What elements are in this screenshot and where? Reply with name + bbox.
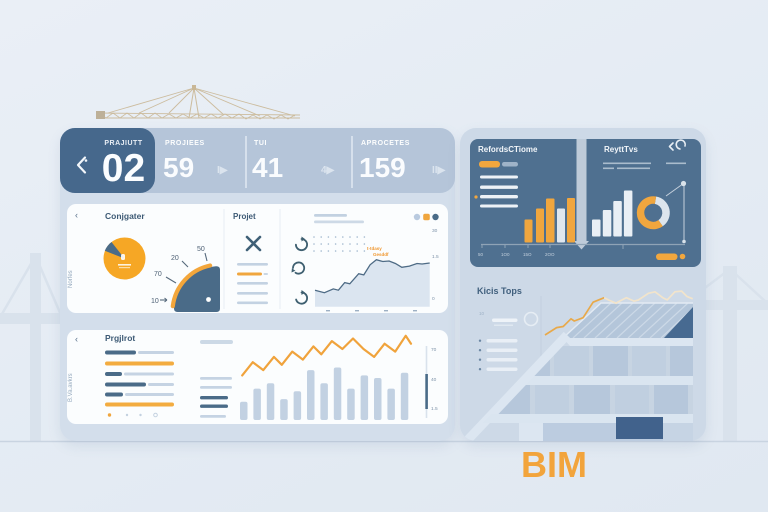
svg-text:RefordsCTiome: RefordsCTiome [478, 145, 538, 154]
svg-text:30: 30 [432, 228, 438, 234]
svg-text:1.5: 1.5 [431, 406, 438, 412]
svg-text:20: 20 [171, 255, 179, 262]
svg-text:40: 40 [431, 377, 437, 383]
svg-text:2OO: 2OO [545, 252, 555, 257]
svg-text:ReyttTvs: ReyttTvs [604, 145, 638, 154]
svg-text:10: 10 [479, 311, 485, 316]
svg-text:70: 70 [431, 347, 437, 353]
svg-text:Gesddf: Gesddf [373, 252, 389, 257]
svg-text:70: 70 [154, 271, 162, 278]
svg-text:50: 50 [197, 246, 205, 253]
svg-text:0: 0 [432, 296, 435, 302]
svg-text:t-tdasy: t-tdasy [367, 246, 382, 251]
svg-text:1.5: 1.5 [432, 254, 439, 260]
svg-text:Kicis Tops: Kicis Tops [477, 286, 522, 296]
svg-text:50: 50 [478, 252, 484, 257]
svg-text:15O: 15O [523, 252, 532, 257]
svg-text:1O0: 1O0 [501, 252, 510, 257]
svg-text:10: 10 [151, 298, 159, 305]
